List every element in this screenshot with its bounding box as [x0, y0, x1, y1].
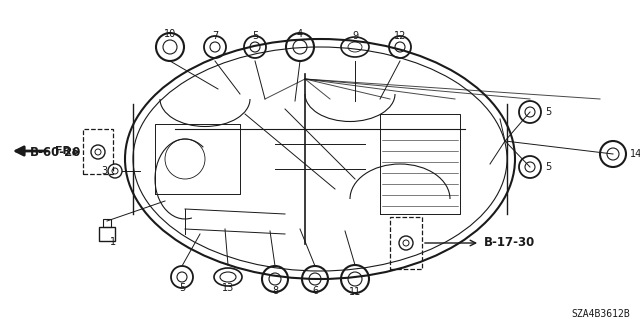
Text: 5: 5	[545, 162, 551, 172]
Text: 6: 6	[312, 286, 318, 296]
Text: 3: 3	[101, 166, 107, 176]
Bar	[103, 219, 111, 227]
Text: 5: 5	[545, 107, 551, 117]
Text: FR.: FR.	[55, 146, 76, 156]
Text: 5: 5	[252, 31, 258, 41]
Text: B-17-30: B-17-30	[484, 236, 535, 249]
Text: 9: 9	[352, 31, 358, 41]
Text: 8: 8	[272, 286, 278, 296]
Text: 7: 7	[212, 31, 218, 41]
Bar	[390, 217, 422, 269]
Text: SZA4B3612B: SZA4B3612B	[572, 309, 630, 319]
Text: 1: 1	[110, 237, 116, 247]
Bar	[83, 129, 113, 174]
Text: 12: 12	[394, 31, 406, 41]
Text: 14: 14	[630, 149, 640, 159]
Text: 13: 13	[222, 283, 234, 293]
Bar	[99, 227, 115, 241]
Text: B-60-20: B-60-20	[30, 145, 81, 159]
Text: 4: 4	[297, 29, 303, 39]
Text: 11: 11	[349, 287, 361, 297]
Text: 10: 10	[164, 29, 176, 39]
Text: 5: 5	[179, 283, 185, 293]
